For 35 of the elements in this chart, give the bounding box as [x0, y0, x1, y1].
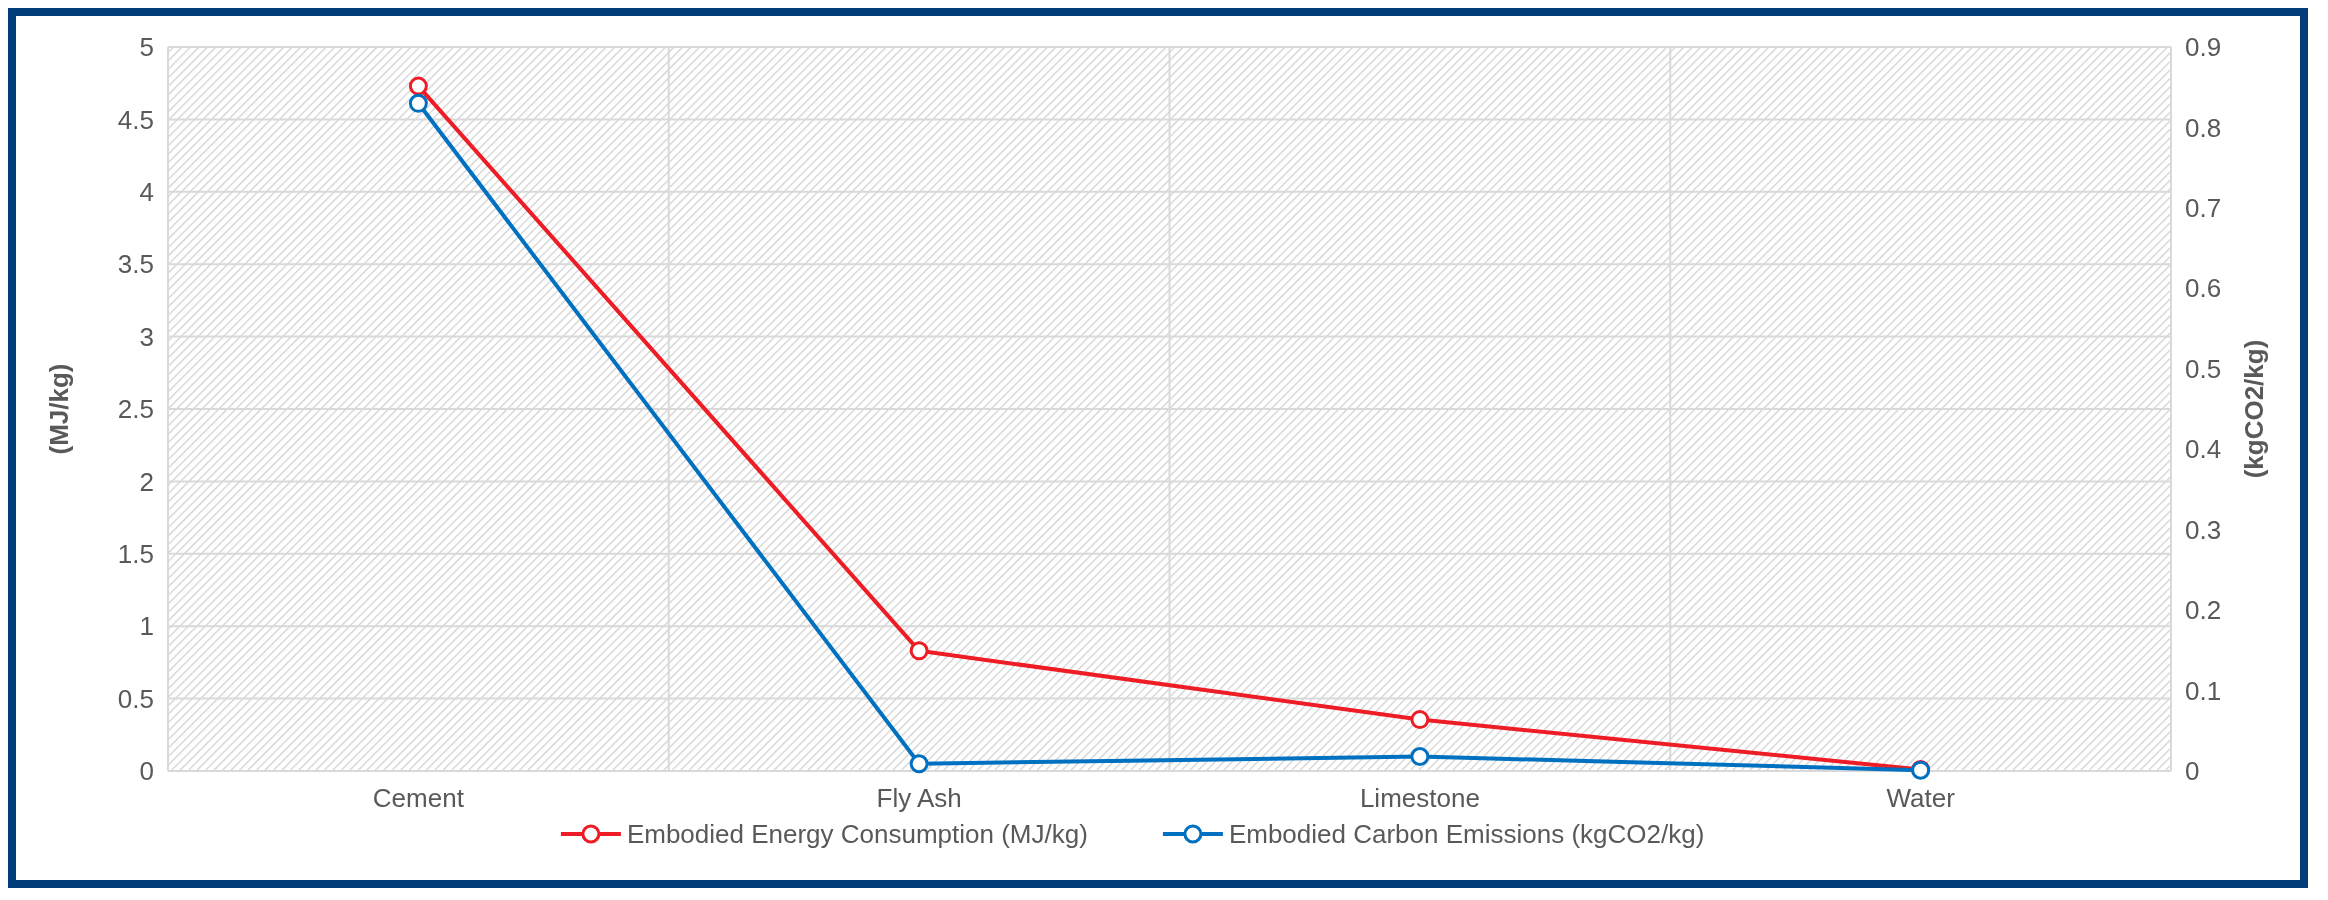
y2-tick-label: 0.3 — [2185, 514, 2222, 545]
y-tick-label: 2.5 — [117, 394, 154, 425]
y2-tick-label: 0.9 — [2185, 32, 2222, 63]
y2-tick-label: 0.6 — [2185, 273, 2222, 304]
x-tick-label: Limestone — [1359, 783, 1480, 813]
y-tick-label: 2 — [139, 466, 154, 497]
y-tick-label: 4.5 — [117, 104, 154, 135]
y-tick-label: 1.5 — [117, 538, 154, 569]
y-tick-label: 1 — [139, 611, 154, 642]
x-tick-label: Water — [1886, 783, 1956, 813]
y-tick-label: 0 — [139, 756, 154, 787]
point — [1410, 710, 1430, 730]
y2-tick-label: 0.1 — [2185, 675, 2222, 706]
y2-tick-label: 0 — [2185, 756, 2200, 787]
y2-tick-label: 0.5 — [2185, 353, 2222, 384]
y-tick-label: 5 — [139, 32, 154, 63]
y-tick-label: 0.5 — [117, 683, 154, 714]
y2-tick-label: 0.7 — [2185, 192, 2222, 223]
point — [408, 76, 428, 96]
x-tick-label: Fly Ash — [876, 783, 962, 813]
x-tick-label: Cement — [372, 783, 465, 813]
point — [909, 754, 929, 774]
point — [909, 641, 929, 661]
y-tick-label: 3 — [139, 321, 154, 352]
y2-tick-label: 0.8 — [2185, 112, 2222, 143]
y2-tick-label: 0.2 — [2185, 595, 2222, 626]
point — [408, 93, 428, 113]
y-tick-label: 4 — [139, 176, 154, 207]
legend-label: Embodied Energy Consumption (MJ/kg) — [626, 819, 1088, 850]
point — [1410, 747, 1430, 767]
y2-tick-label: 0.4 — [2185, 434, 2222, 465]
y-tick-label: 3.5 — [117, 249, 154, 280]
legend-label: Embodied Carbon Emissions (kgCO2/kg) — [1228, 819, 1705, 850]
y2-axis-title: (kgCO2/kg) — [2239, 339, 2269, 479]
y-axis-title: (MJ/kg) — [44, 363, 74, 455]
